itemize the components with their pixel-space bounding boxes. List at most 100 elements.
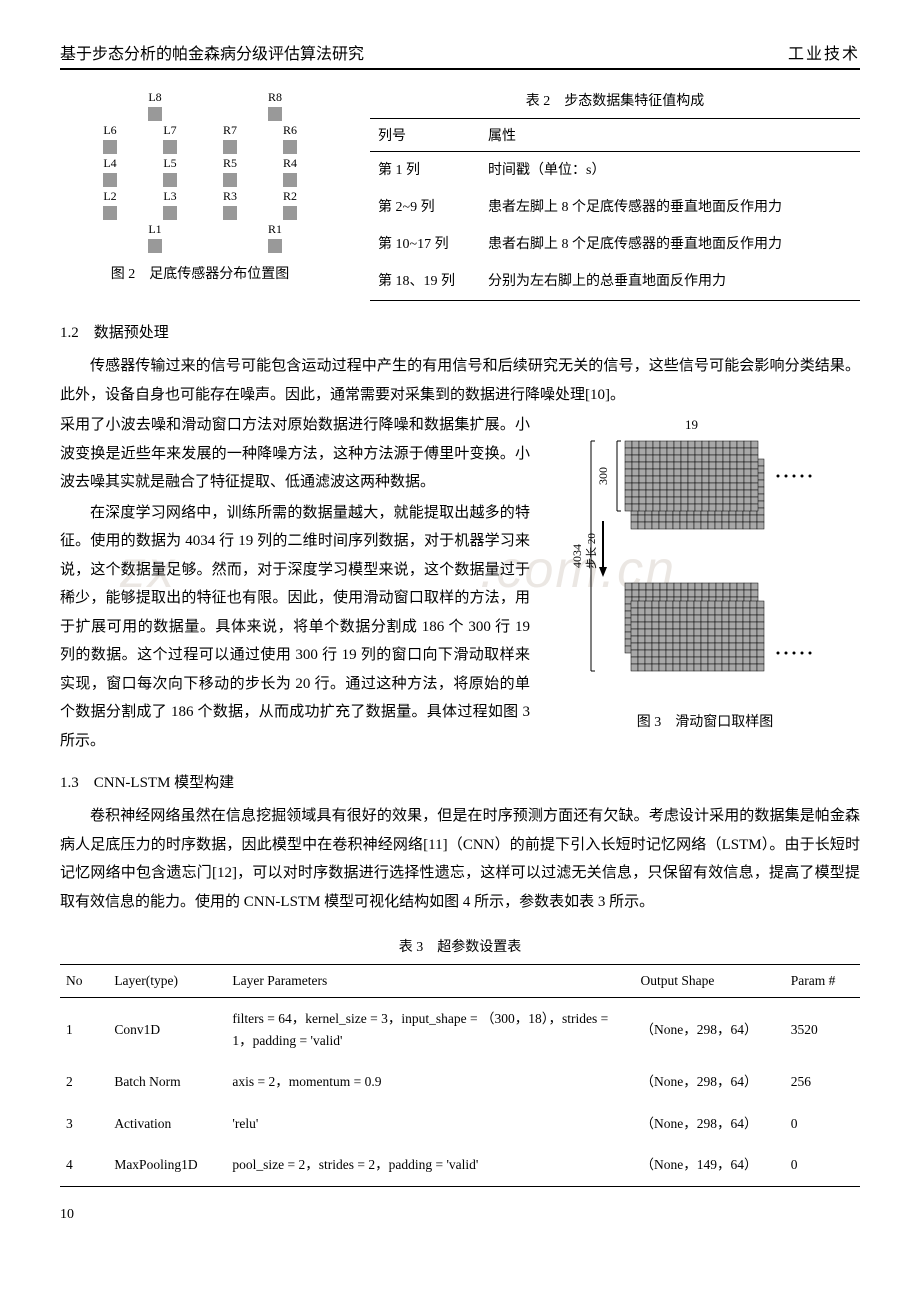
table-3-cell: 'relu' xyxy=(226,1103,634,1145)
table-3-cell: MaxPooling1D xyxy=(108,1144,226,1186)
table-3-cell: 3520 xyxy=(785,998,860,1062)
svg-text:步长 20: 步长 20 xyxy=(585,533,598,569)
page-header: 基于步态分析的帕金森病分级评估算法研究 工业技术 xyxy=(60,40,860,70)
section-1-2-title: 1.2 数据预处理 xyxy=(60,321,860,342)
table-3-header: Output Shape xyxy=(634,965,784,998)
sensor-label: R7 xyxy=(223,123,237,138)
sensor-cell: L5 xyxy=(140,156,200,187)
sensor-label: L4 xyxy=(103,156,116,171)
sensor-box xyxy=(163,173,177,187)
sensor-box xyxy=(103,206,117,220)
table-2-title: 表 2 步态数据集特征值构成 xyxy=(370,90,860,110)
table-3-cell: （None，149，64） xyxy=(634,1144,784,1186)
sensor-label: R8 xyxy=(268,90,282,105)
sensor-cell: L8 xyxy=(125,90,185,121)
sensor-label: R6 xyxy=(283,123,297,138)
figure-2-caption: 图 2 足底传感器分布位置图 xyxy=(60,263,340,283)
sensor-label: R2 xyxy=(283,189,297,204)
svg-text:4034: 4034 xyxy=(570,544,584,568)
table-row: 第 2~9 列患者左脚上 8 个足底传感器的垂直地面反作用力 xyxy=(370,189,860,226)
sensor-box xyxy=(223,173,237,187)
table-3-cell: 0 xyxy=(785,1103,860,1145)
table-3-cell: Activation xyxy=(108,1103,226,1145)
page-number: 10 xyxy=(60,1207,860,1223)
sensor-label: L8 xyxy=(148,90,161,105)
table-3-cell: （None，298，64） xyxy=(634,1103,784,1145)
table-3-cell: axis = 2，momentum = 0.9 xyxy=(226,1061,634,1103)
sensor-label: R3 xyxy=(223,189,237,204)
table-row: 第 1 列时间戳（单位：s） xyxy=(370,152,860,190)
header-tag: 工业技术 xyxy=(788,40,860,64)
sensor-box xyxy=(148,107,162,121)
table-row: 4MaxPooling1Dpool_size = 2，strides = 2，p… xyxy=(60,1144,860,1186)
figure-3-caption: 图 3 滑动窗口取样图 xyxy=(550,711,860,731)
table-row: 第 18、19 列分别为左右脚上的总垂直地面反作用力 xyxy=(370,263,860,301)
sensor-label: L1 xyxy=(148,222,161,237)
sensor-cell: L1 xyxy=(125,222,185,253)
sensor-box xyxy=(283,173,297,187)
sensor-box xyxy=(268,239,282,253)
table-3-cell: 0 xyxy=(785,1144,860,1186)
table-3-cell: filters = 64，kernel_size = 3，input_shape… xyxy=(226,998,634,1062)
sensor-box xyxy=(283,140,297,154)
sensor-box xyxy=(163,140,177,154)
sensor-cell: R3 xyxy=(200,189,260,220)
sensor-box xyxy=(103,173,117,187)
figure-2: L8 R8 L6 L7 R7 R6 L4 L5 R5 R4 L2 L3 R3 R2 L1 R1 图 2 足底传… xyxy=(60,90,340,283)
sensor-label: R5 xyxy=(223,156,237,171)
table-row: 1Conv1Dfilters = 64，kernel_size = 3，inpu… xyxy=(60,998,860,1062)
sensor-cell: R2 xyxy=(260,189,320,220)
sensor-label: L3 xyxy=(163,189,176,204)
table-row: 第 10~17 列患者右脚上 8 个足底传感器的垂直地面反作用力 xyxy=(370,226,860,263)
table-3-cell: 3 xyxy=(60,1103,108,1145)
sensor-label: R1 xyxy=(268,222,282,237)
sensor-cell: L7 xyxy=(140,123,200,154)
table-2-header: 属性 xyxy=(480,119,860,152)
para-1-3: 卷积神经网络虽然在信息挖掘领域具有很好的效果，但是在时序预测方面还有欠缺。考虑设… xyxy=(60,802,860,916)
sensor-box xyxy=(148,239,162,253)
sensor-cell: L4 xyxy=(80,156,140,187)
table-3-cell: 1 xyxy=(60,998,108,1062)
table-3-header: Layer(type) xyxy=(108,965,226,998)
sensor-label: R4 xyxy=(283,156,297,171)
table-3-header: Param # xyxy=(785,965,860,998)
table-3-cell: Conv1D xyxy=(108,998,226,1062)
svg-text:19: 19 xyxy=(685,417,698,432)
table-3: NoLayer(type)Layer ParametersOutput Shap… xyxy=(60,964,860,1187)
table-3-header: Layer Parameters xyxy=(226,965,634,998)
table-2-header: 列号 xyxy=(370,119,480,152)
sensor-box xyxy=(268,107,282,121)
table-2-cell: 患者右脚上 8 个足底传感器的垂直地面反作用力 xyxy=(480,226,860,263)
table-3-cell: 256 xyxy=(785,1061,860,1103)
sensor-cell: R4 xyxy=(260,156,320,187)
table-row: 3Activation'relu'（None，298，64）0 xyxy=(60,1103,860,1145)
table-2-cell: 第 18、19 列 xyxy=(370,263,480,301)
para-1-2-b: 采用了小波去噪和滑动窗口方法对原始数据进行降噪和数据集扩展。小波变换是近些年来发… xyxy=(60,411,530,497)
sensor-label: L5 xyxy=(163,156,176,171)
sensor-box xyxy=(283,206,297,220)
table-3-cell: 2 xyxy=(60,1061,108,1103)
svg-text:300: 300 xyxy=(596,467,610,485)
table-2-cell: 时间戳（单位：s） xyxy=(480,152,860,190)
sensor-box xyxy=(103,140,117,154)
sensor-label: L7 xyxy=(163,123,176,138)
table-2-cell: 第 2~9 列 xyxy=(370,189,480,226)
table-3-header: No xyxy=(60,965,108,998)
table-2: 表 2 步态数据集特征值构成 列号属性第 1 列时间戳（单位：s）第 2~9 列… xyxy=(370,90,860,301)
table-3-title: 表 3 超参数设置表 xyxy=(60,936,860,956)
table-row: 2Batch Normaxis = 2，momentum = 0.9（None，… xyxy=(60,1061,860,1103)
table-2-cell: 第 10~17 列 xyxy=(370,226,480,263)
sensor-cell: R8 xyxy=(245,90,305,121)
sensor-cell: L3 xyxy=(140,189,200,220)
table-3-cell: （None，298，64） xyxy=(634,998,784,1062)
sensor-label: L6 xyxy=(103,123,116,138)
sensor-cell: L2 xyxy=(80,189,140,220)
table-2-cell: 患者左脚上 8 个足底传感器的垂直地面反作用力 xyxy=(480,189,860,226)
sensor-cell: R7 xyxy=(200,123,260,154)
table-3-cell: 4 xyxy=(60,1144,108,1186)
table-2-cell: 分别为左右脚上的总垂直地面反作用力 xyxy=(480,263,860,301)
header-title: 基于步态分析的帕金森病分级评估算法研究 xyxy=(60,40,364,64)
figure-3: 19 300 4034步长 20 图 3 滑动窗口取样图 xyxy=(550,411,860,757)
table-3-cell: pool_size = 2，strides = 2，padding = 'val… xyxy=(226,1144,634,1186)
para-1-2-c: 在深度学习网络中，训练所需的数据量越大，就能提取出越多的特征。使用的数据为 40… xyxy=(60,499,530,756)
